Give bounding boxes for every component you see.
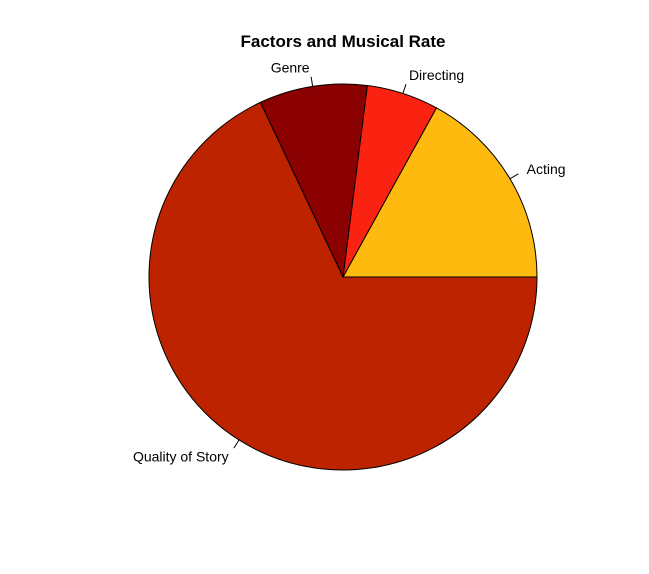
- pie-slice-quality-of-story: [148, 101, 538, 471]
- pie-label-quality-of-story: Quality of Story: [133, 448, 229, 464]
- label-tick-acting: [509, 173, 519, 180]
- chart-title: Factors and Musical Rate: [240, 32, 445, 51]
- pie-labels: Acting Directing Genre Quality of Story: [133, 59, 566, 464]
- pie-label-acting: Acting: [527, 161, 566, 177]
- label-tick-genre: [310, 76, 314, 87]
- label-tick-quality-of-story: [233, 439, 240, 449]
- label-tick-directing: [402, 84, 407, 94]
- pie-slices: [148, 83, 538, 471]
- pie-label-directing: Directing: [409, 67, 464, 83]
- pie-label-genre: Genre: [271, 59, 310, 75]
